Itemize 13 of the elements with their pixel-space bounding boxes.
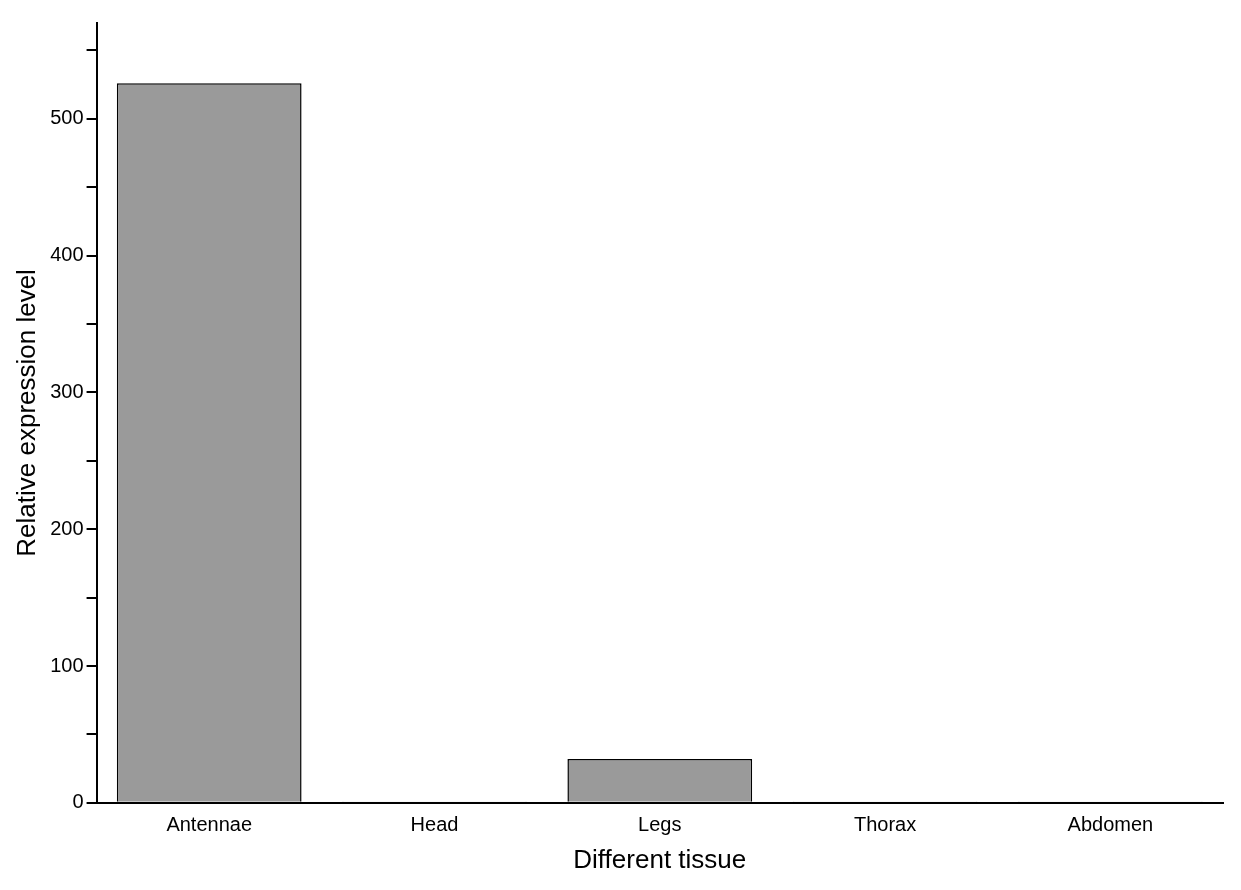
y-axis-title: Relative expression level xyxy=(10,269,41,557)
y-tick-label: 0 xyxy=(72,790,84,813)
x-tick-label: Abdomen xyxy=(1067,813,1154,836)
x-axis-title: Different tissue xyxy=(573,843,747,874)
y-tick-label: 200 xyxy=(50,516,84,539)
y-tick-label: 400 xyxy=(50,243,84,266)
y-tick-label: 500 xyxy=(50,106,84,129)
y-tick-label: 100 xyxy=(50,653,84,676)
x-tick-label: Head xyxy=(410,813,459,836)
y-tick-label: 300 xyxy=(50,379,84,402)
x-tick-label: Legs xyxy=(638,813,682,836)
x-tick-label: Antennae xyxy=(166,813,253,836)
x-tick-label: Thorax xyxy=(853,813,917,836)
